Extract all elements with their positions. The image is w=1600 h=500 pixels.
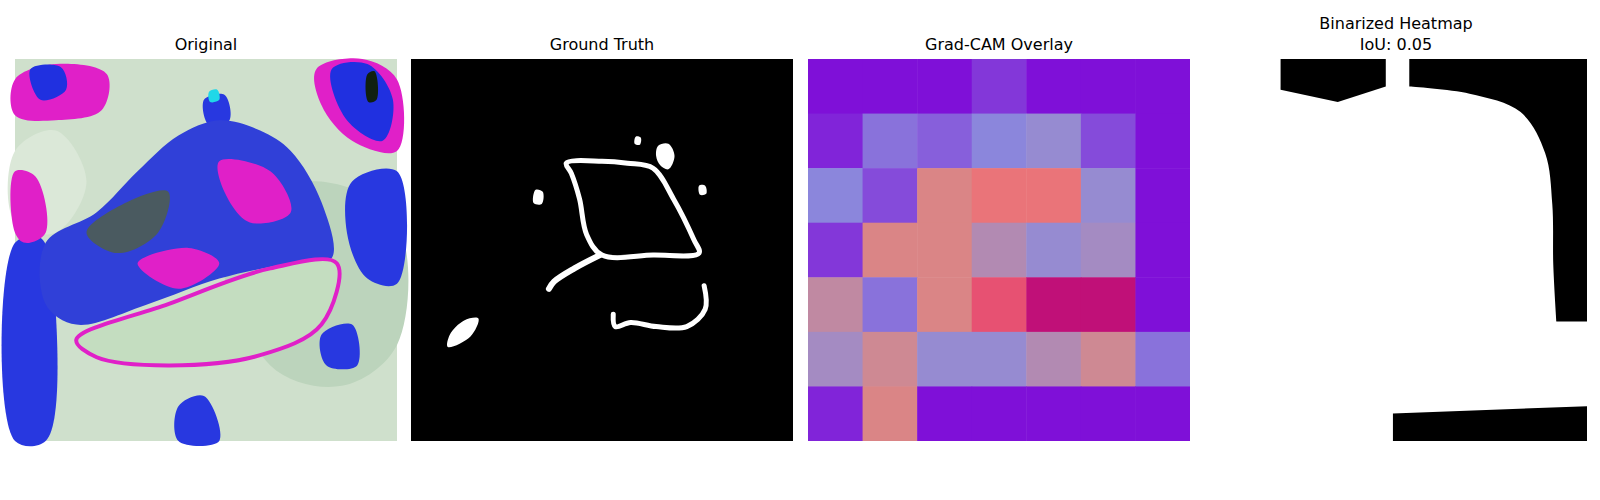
mask-contour (566, 161, 699, 258)
heatmap-cell (1135, 332, 1190, 387)
heatmap-cell (1135, 114, 1190, 169)
heatmap-cell (808, 223, 863, 278)
heatmap-cell (808, 114, 863, 169)
heatmap-cell (1026, 223, 1081, 278)
panel (1205, 59, 1587, 441)
heatmap-cell (808, 277, 863, 332)
blue-region (174, 395, 220, 446)
cyan-spot (208, 89, 219, 102)
heatmap-cell (1135, 277, 1190, 332)
mask-region (1281, 59, 1386, 102)
heatmap-cell (808, 386, 863, 441)
mask-contour (613, 286, 706, 329)
heatmap-cell (1026, 386, 1081, 441)
mask-region (1409, 59, 1587, 321)
heatmap-cell (1026, 277, 1081, 332)
magenta-region (11, 64, 110, 121)
panel (411, 59, 793, 441)
figure: Original Ground Truth Grad-CAM Overlay Bina… (0, 0, 1600, 500)
mask-background (411, 59, 793, 441)
heatmap-cell (1081, 277, 1136, 332)
magenta-region (10, 170, 47, 243)
heatmap-cell (1026, 332, 1081, 387)
heatmap-cell (863, 386, 918, 441)
leaf-detail (138, 248, 220, 289)
heatmap-cell (917, 223, 972, 278)
heatmap-cell (972, 277, 1027, 332)
heatmap-cell (917, 386, 972, 441)
mask-blob (447, 318, 479, 348)
heatmap-cell (1081, 59, 1136, 114)
heatmap-cell (863, 223, 918, 278)
leaf-detail (217, 159, 291, 224)
blue-region (345, 169, 407, 287)
heatmap-cell (863, 114, 918, 169)
heatmap-cell (1135, 168, 1190, 223)
blue-region (320, 323, 360, 369)
heatmap-cell (917, 277, 972, 332)
blue-region (29, 65, 67, 101)
mask-blob (533, 189, 544, 204)
heatmap-cells (808, 59, 1190, 441)
lower-leaf (76, 259, 339, 365)
heatmap-cell (1135, 59, 1190, 114)
panel-title: Grad-CAM Overlay (925, 35, 1073, 54)
mask-background (1205, 59, 1587, 441)
heatmap-cell (1135, 386, 1190, 441)
heatmap-cell (1081, 223, 1136, 278)
heatmap-cell (808, 59, 863, 114)
heatmap-cell (1135, 223, 1190, 278)
heatmap-cell (1081, 332, 1136, 387)
mask-blob (634, 136, 641, 145)
leaf-detail (86, 190, 169, 253)
mask-blob (698, 185, 706, 195)
panel-subtitle: IoU: 0.05 (1360, 35, 1432, 54)
heatmap-cell (972, 332, 1027, 387)
blue-region (330, 62, 393, 141)
heatmap-cell (863, 59, 918, 114)
heatmap-cell (972, 59, 1027, 114)
heatmap-cell (1026, 114, 1081, 169)
heatmap-cell (863, 277, 918, 332)
heatmap-cell (972, 168, 1027, 223)
heatmap-cell (917, 59, 972, 114)
heatmap-cell (972, 386, 1027, 441)
heatmap-cell (1081, 168, 1136, 223)
heatmap-cell (1026, 168, 1081, 223)
panel (2, 58, 409, 446)
panel (808, 59, 1191, 442)
panel-title: Binarized Heatmap (1319, 14, 1472, 33)
heatmap-cell (972, 223, 1027, 278)
heatmap-cell (917, 168, 972, 223)
heatmap-cell (1081, 386, 1136, 441)
heatmap-cell (917, 114, 972, 169)
heatmap-cell (1081, 114, 1136, 169)
heatmap-cell (972, 114, 1027, 169)
heatmap-cell (808, 168, 863, 223)
dark-spot (366, 71, 379, 103)
heatmap-cell (863, 168, 918, 223)
heatmap-cell (1026, 59, 1081, 114)
panel-title: Original (175, 35, 238, 54)
mask-region (1393, 406, 1587, 441)
heatmap-cell (808, 332, 863, 387)
heatmap-cell (863, 332, 918, 387)
panel-title: Ground Truth (550, 35, 655, 54)
mask-contour (549, 255, 600, 289)
magenta-region (314, 58, 404, 153)
mask-blob (656, 143, 675, 169)
heatmap-cell (917, 332, 972, 387)
